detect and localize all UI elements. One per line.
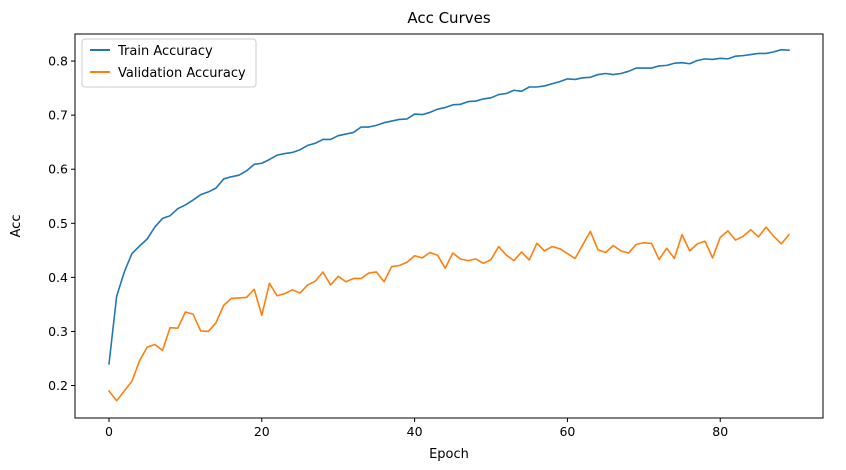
legend-box [81,38,257,88]
x-tick-label: 80 [712,424,728,439]
x-tick-label: 60 [559,424,575,439]
y-axis-label: Acc [9,215,24,238]
chart-title: Acc Curves [407,9,491,27]
y-tick-label: 0.6 [48,162,68,177]
x-tick-label: 0 [105,424,113,439]
y-tick-label: 0.8 [48,54,68,69]
train-accuracy-line [108,48,790,365]
x-tick-label: 20 [254,424,270,439]
legend-label-train: Train Accuracy [117,44,213,59]
y-tick-label: 0.2 [48,378,68,393]
y-tick-label: 0.4 [48,270,68,285]
axes-layer: 0 20 40 60 80 0.2 0.3 0.4 0.5 0.6 0.7 0.8 [48,54,728,439]
y-tick-label: 0.7 [48,108,68,123]
x-tick-label: 40 [407,424,423,439]
series-layer [107,48,791,402]
validation-accuracy-line [107,226,791,402]
plot-frame [74,33,824,419]
x-axis-label: Epoch [429,447,469,462]
y-tick-label: 0.3 [48,324,68,339]
y-tick-label: 0.5 [48,216,68,231]
legend: Train Accuracy Validation Accuracy [81,38,257,88]
legend-label-validation: Validation Accuracy [118,66,246,81]
